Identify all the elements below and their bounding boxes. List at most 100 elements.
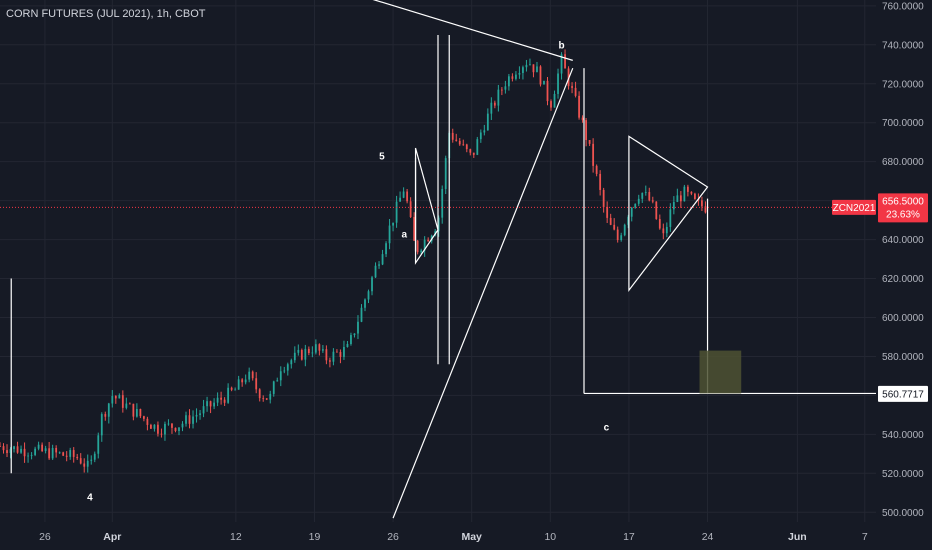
candle-body (441, 188, 444, 218)
candle-body (371, 277, 373, 292)
candle-body (248, 371, 251, 380)
candle-body (476, 139, 479, 155)
title-separator: , (168, 8, 175, 20)
candle-body (437, 217, 440, 232)
wave-label: a (402, 230, 408, 241)
candle-body (265, 398, 268, 400)
candle-body (532, 64, 535, 73)
trend-line (372, 0, 573, 61)
wave-label: c (604, 422, 610, 433)
time-axis-tick-label: 26 (387, 531, 399, 543)
candle-body (314, 344, 317, 353)
candle-body (571, 86, 573, 88)
candle-body (395, 201, 398, 223)
title-separator: , (150, 8, 157, 20)
candle-body (272, 381, 275, 394)
price-tag-value: 656.5000 (882, 196, 924, 207)
price-tag-bg (878, 193, 928, 223)
price-axis-panel[interactable] (876, 0, 932, 550)
price-tag-change: 23.63% (886, 209, 920, 220)
price-axis-tick-label: 600.0000 (882, 313, 924, 324)
candle-body (255, 378, 258, 390)
triangle-pattern (414, 147, 439, 265)
candle-body (641, 192, 644, 199)
candle-body (462, 144, 465, 146)
candle-body (100, 414, 103, 436)
candle-body (616, 229, 619, 240)
candle-body (160, 433, 163, 435)
time-axis-panel[interactable] (0, 522, 876, 550)
price-axis-tick-label: 680.0000 (882, 157, 924, 168)
time-axis-tick-label: 17 (623, 531, 635, 543)
candle-body (48, 448, 51, 459)
candle-body (279, 371, 282, 381)
candle-body (634, 203, 637, 208)
candle-body (227, 387, 230, 403)
candle-body (658, 218, 661, 229)
candle-body (472, 152, 475, 155)
candle-body (665, 226, 668, 234)
candle-body (536, 66, 538, 73)
candle-body (251, 371, 254, 379)
candle-body (114, 395, 117, 399)
candle-body (192, 416, 194, 424)
candle-body (490, 102, 493, 114)
candle-body (83, 463, 86, 467)
candle-body (662, 228, 665, 234)
price-axis-tick-label: 740.0000 (882, 40, 924, 51)
candle-body (455, 139, 458, 141)
interval: 1h (156, 8, 169, 20)
candle-body (321, 349, 324, 351)
candle-body (157, 424, 159, 434)
candle-body (392, 222, 394, 226)
price-axis-tick-label: 760.0000 (882, 1, 924, 12)
candle-body (58, 452, 61, 454)
candle-body (585, 120, 588, 140)
candle-body (504, 86, 507, 90)
candle-body (458, 140, 461, 145)
candle-body (125, 403, 128, 408)
time-axis[interactable]: 26 Apr 12 19 26 May 10 17 24 Jun 7 (39, 531, 868, 543)
candle-body (686, 186, 689, 192)
candle-body (374, 265, 377, 278)
candle-body (546, 80, 549, 102)
candle-body (167, 423, 170, 425)
candle-body (451, 132, 454, 140)
wave-label: b (558, 41, 564, 52)
price-axis-tick-label: 700.0000 (882, 118, 924, 129)
candle-body (311, 352, 314, 354)
candle-body (483, 130, 486, 133)
candle-body (234, 389, 237, 391)
candle-body (357, 321, 359, 334)
candle-body (630, 207, 633, 217)
candle-body (223, 399, 226, 403)
candle-body (606, 207, 609, 218)
candle-body (290, 360, 293, 365)
candle-body (97, 435, 100, 454)
wave-labels: 5 a b c 4 (87, 41, 610, 504)
candle-body (30, 454, 33, 456)
candle-body (9, 449, 12, 454)
candle-body (188, 415, 191, 424)
candle-body (676, 195, 679, 203)
candle-body (174, 427, 177, 432)
candle-body (111, 395, 114, 404)
candle-body (146, 418, 149, 425)
candle-body (51, 447, 54, 459)
symbol-name: CORN FUTURES (JUL 2021) (6, 8, 151, 20)
candle-body (237, 379, 240, 390)
candle-body (367, 291, 370, 300)
candle-body (72, 450, 75, 457)
candle-body (304, 348, 307, 360)
candle-body (655, 201, 658, 219)
candle-body (262, 398, 265, 399)
candlestick-series (0, 49, 707, 473)
candle-body (44, 448, 47, 451)
drawing-layer[interactable] (10, 0, 876, 519)
target-price-tag: 560.7717 (878, 385, 928, 402)
candle-body (672, 202, 675, 210)
candle-body (518, 72, 521, 75)
candle-body (332, 351, 335, 362)
candle-body (423, 239, 426, 251)
